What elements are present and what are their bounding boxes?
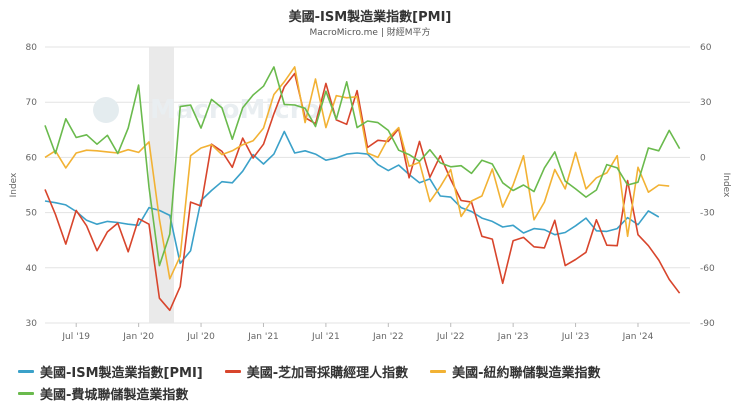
legend: 美國-ISM製造業指數[PMI] 美國-芝加哥採購經理人指數 美國-紐約聯儲製造…: [18, 360, 733, 404]
left-tick-label: 80: [26, 43, 38, 53]
watermark-logo-mark: [93, 97, 119, 123]
legend-swatch-philly-fed: [18, 391, 34, 395]
x-tick-label: Jul '19: [61, 332, 90, 342]
left-axis-ticks: 30 40 50 60 70 80: [26, 43, 38, 329]
recession-shade: [149, 47, 174, 323]
x-tick-label: Jul '21: [311, 332, 340, 342]
right-axis-label: Index: [721, 173, 731, 198]
legend-item-philly-fed[interactable]: 美國-費城聯儲製造業指數: [18, 384, 188, 403]
x-tick-label: Jul '20: [186, 332, 215, 342]
right-tick-label: 0: [700, 153, 706, 163]
right-axis-ticks: -90 -60 -30 0 30 60: [700, 43, 715, 329]
legend-swatch-ism-pmi: [18, 369, 34, 373]
x-axis-ticks: Jul '19 Jan '20 Jul '20 Jan '21 Jul '21 Jan '…: [61, 323, 654, 342]
x-tick-label: Jan '22: [372, 332, 404, 342]
x-tick-label: Jan '21: [247, 332, 279, 342]
left-tick-label: 40: [26, 264, 38, 274]
series-line-chicago-pmi: [44, 72, 681, 312]
watermark-logo: MacroMicro: [150, 95, 320, 125]
right-tick-label: -30: [700, 209, 715, 219]
legend-row-1: 美國-ISM製造業指數[PMI] 美國-芝加哥採購經理人指數 美國-紐約聯儲製造…: [18, 360, 733, 382]
series-lines: [44, 66, 681, 312]
chart-title: 美國-ISM製造業指數[PMI]: [288, 10, 452, 25]
chart-subtitle: MacroMicro.me | 財經M平方: [309, 28, 431, 38]
legend-swatch-ny-fed: [430, 369, 447, 373]
series-line-philly-fed: [44, 66, 681, 267]
line-chart: MacroMicro 30 40 50 60 70 80 -90 -60 -30 0 30 60 J…: [9, 43, 731, 342]
right-tick-label: 30: [700, 98, 712, 108]
legend-row-2: 美國-費城聯儲製造業指數: [18, 382, 733, 404]
series-line-ny-fed: [44, 66, 670, 280]
right-tick-label: -90: [700, 319, 715, 329]
legend-label-chicago-pmi: 美國-芝加哥採購經理人指數: [246, 365, 409, 381]
left-axis-label: Index: [9, 172, 19, 197]
legend-item-chicago-pmi[interactable]: 美國-芝加哥採購經理人指數: [224, 362, 409, 381]
left-tick-label: 30: [26, 319, 38, 329]
grid-lines: [45, 46, 690, 324]
legend-swatch-chicago-pmi: [224, 369, 241, 373]
left-tick-label: 60: [26, 153, 38, 163]
x-tick-label: Jul '22: [436, 332, 465, 342]
left-tick-label: 70: [26, 98, 38, 108]
legend-label-philly-fed: 美國-費城聯儲製造業指數: [40, 387, 189, 403]
right-tick-label: -60: [700, 264, 715, 274]
x-tick-label: Jan '24: [622, 332, 654, 342]
legend-label-ny-fed: 美國-紐約聯儲製造業指數: [452, 365, 601, 381]
left-tick-label: 50: [26, 209, 38, 219]
legend-item-ism-pmi[interactable]: 美國-ISM製造業指數[PMI]: [18, 362, 203, 381]
right-tick-label: 60: [700, 43, 712, 53]
x-tick-label: Jul '23: [561, 332, 590, 342]
x-tick-label: Jan '20: [122, 332, 154, 342]
series-line-ism-pmi: [44, 130, 660, 265]
x-tick-label: Jan '23: [497, 332, 529, 342]
legend-item-ny-fed[interactable]: 美國-紐約聯儲製造業指數: [430, 362, 601, 381]
legend-label-ism-pmi: 美國-ISM製造業指數[PMI]: [40, 365, 203, 381]
